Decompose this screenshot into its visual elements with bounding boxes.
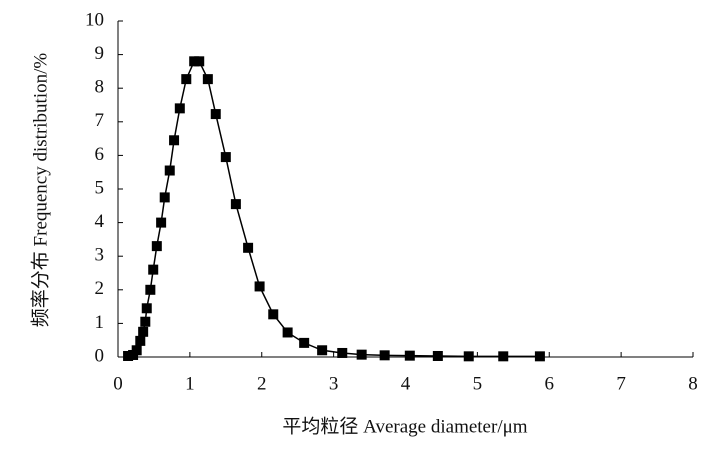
data-point [268,309,279,320]
x-tick-label: 7 [616,373,626,394]
data-point [498,351,509,362]
x-tick-label: 4 [401,373,411,394]
x-axis-label: 平均粒径 Average diameter/μm [282,415,527,437]
data-point [164,165,175,176]
y-tick-label: 5 [95,177,105,198]
data-point [123,350,134,361]
data-point [174,103,185,114]
data-point [243,242,254,253]
y-tick-label: 3 [95,245,105,266]
x-tick-label: 5 [473,373,483,394]
data-point [194,56,205,67]
data-point [131,345,142,356]
data-point [140,316,151,327]
data-point [337,347,348,358]
data-point [404,350,415,361]
x-tick-label: 6 [545,373,555,394]
data-point [356,349,367,360]
data-point [159,192,170,203]
data-point [202,74,213,85]
data-point [230,199,241,210]
data-point [145,284,156,295]
data-point [220,152,231,163]
data-point [210,109,221,120]
data-point [138,326,149,337]
y-tick-label: 8 [95,77,105,98]
y-tick-label: 1 [95,312,105,333]
y-axis-label: 频率分布 Frequency distribution/% [29,53,51,328]
data-point [141,303,152,314]
data-point [181,74,192,85]
y-tick-label: 10 [85,9,104,30]
data-point [379,350,390,361]
y-tick-label: 6 [95,144,105,165]
series-line [127,60,540,358]
x-tick-label: 2 [257,373,267,394]
data-point [156,217,167,228]
x-tick-label: 8 [688,373,698,394]
data-point [534,351,545,362]
y-tick-label: 0 [95,345,105,366]
data-point [282,327,293,338]
x-tick-label: 0 [113,373,123,394]
y-tick-label: 4 [95,211,105,232]
x-tick-label: 3 [329,373,339,394]
data-point [463,351,474,362]
y-tick-label: 2 [95,278,105,299]
data-point [299,337,310,348]
y-tick-label: 7 [95,110,105,131]
data-point [189,56,200,67]
data-point [317,345,328,356]
y-tick-label: 9 [95,43,105,64]
data-point [148,264,159,275]
data-point [169,135,180,146]
data-point [135,335,146,346]
data-point [151,241,162,252]
x-tick-label: 1 [185,373,195,394]
data-point [432,350,443,361]
data-point [254,281,265,292]
